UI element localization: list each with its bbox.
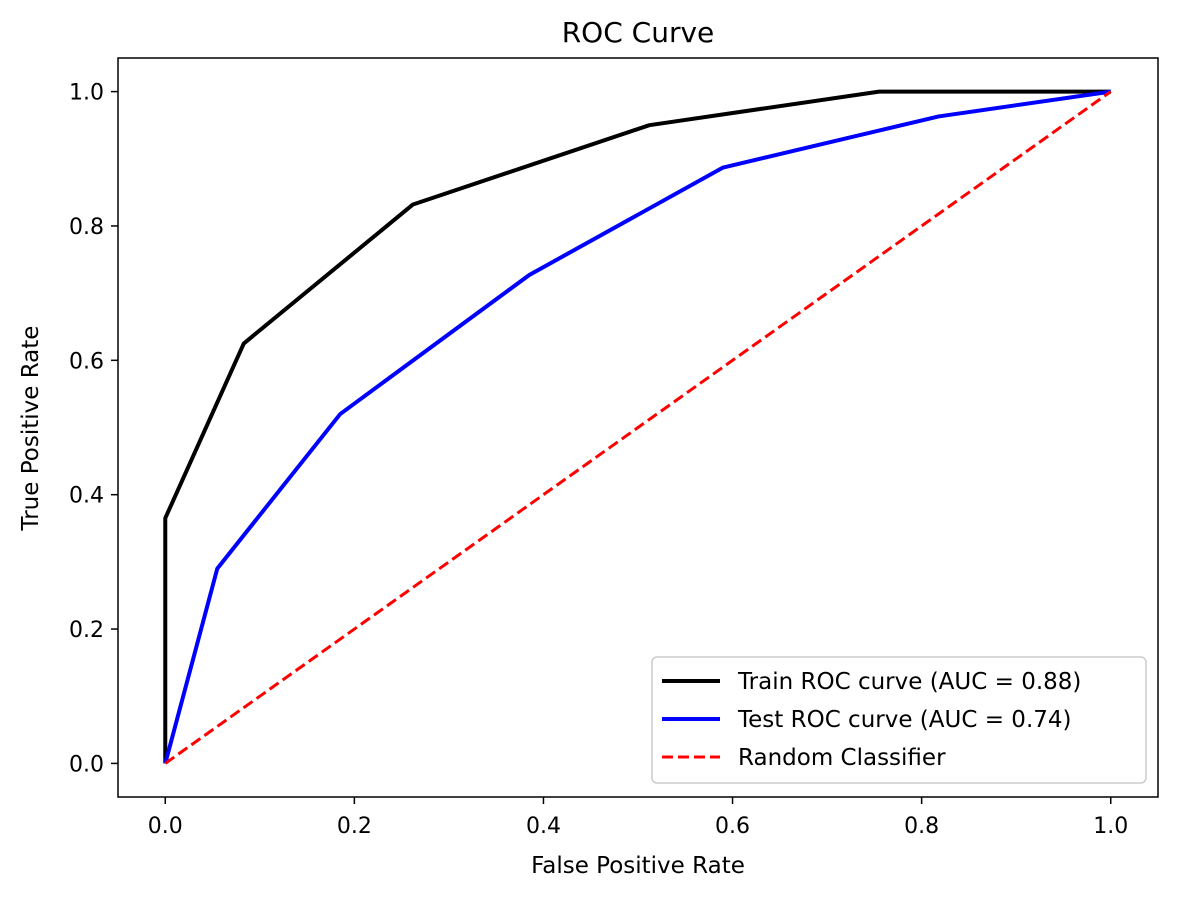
series-line-2 [163,89,1112,764]
x-tick-label-0: 0.0 [148,814,183,839]
legend-label-2: Test ROC curve (AUC = 0.74) [737,707,1072,733]
x-tick-label-5: 1.0 [1093,814,1128,839]
legend: Train ROC curve (AUC = 0.88) Test ROC cur… [651,656,1147,784]
x-tick-label-3: 0.6 [715,814,750,839]
series-line-1 [163,89,1111,764]
y-tick-label-1: 0.2 [69,618,104,643]
x-tick-label-2: 0.4 [526,814,561,839]
chart-title: ROC Curve [562,16,715,49]
plot-area: 0.0 0.2 0.4 0.6 0.8 1.0 0.0 0.2 0.4 0.6 0.8 1.0 Trai… [69,57,1159,839]
y-tick-label-5: 1.0 [69,81,104,106]
legend-box [651,656,1147,784]
x-tick-label-4: 0.8 [904,814,939,839]
y-tick-label-3: 0.6 [69,349,104,374]
x-tick-label-1: 0.2 [337,814,372,839]
legend-label-1: Train ROC curve (AUC = 0.88) [737,669,1081,695]
y-tick-label-0: 0.0 [69,752,104,777]
series-line-3 [164,90,1112,765]
y-axis-label: True Positive Rate [18,326,44,532]
axes-frame [117,57,1159,798]
x-axis-label: False Positive Rate [531,853,745,879]
y-tick-label-2: 0.4 [69,484,104,509]
legend-label-3: Random Classifier [738,745,946,771]
y-tick-label-4: 0.8 [69,215,104,240]
